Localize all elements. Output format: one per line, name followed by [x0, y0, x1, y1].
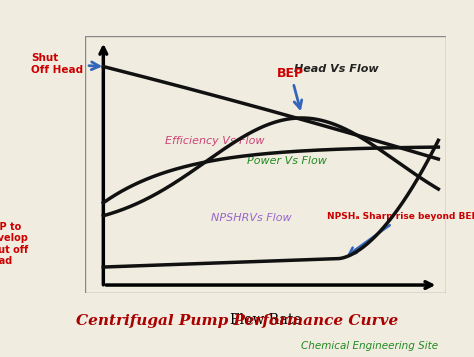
- Text: Head Vs Flow: Head Vs Flow: [294, 64, 379, 74]
- Text: Flow Rate: Flow Rate: [229, 313, 301, 327]
- Text: Power Vs Flow: Power Vs Flow: [247, 156, 328, 166]
- Text: Efficiency Vs Flow: Efficiency Vs Flow: [164, 136, 264, 146]
- Text: BHP to
develop
Shut off
Head: BHP to develop Shut off Head: [0, 221, 29, 266]
- Text: NPSHRVs Flow: NPSHRVs Flow: [211, 213, 292, 223]
- Text: NPSHₐ Sharp rise beyond BEP: NPSHₐ Sharp rise beyond BEP: [327, 212, 474, 254]
- Text: BEP: BEP: [277, 67, 304, 109]
- Text: Centrifugal Pump Performance Curve: Centrifugal Pump Performance Curve: [76, 314, 398, 328]
- Text: Chemical Engineering Site: Chemical Engineering Site: [301, 341, 438, 351]
- Text: Shut
Off Head: Shut Off Head: [31, 53, 99, 75]
